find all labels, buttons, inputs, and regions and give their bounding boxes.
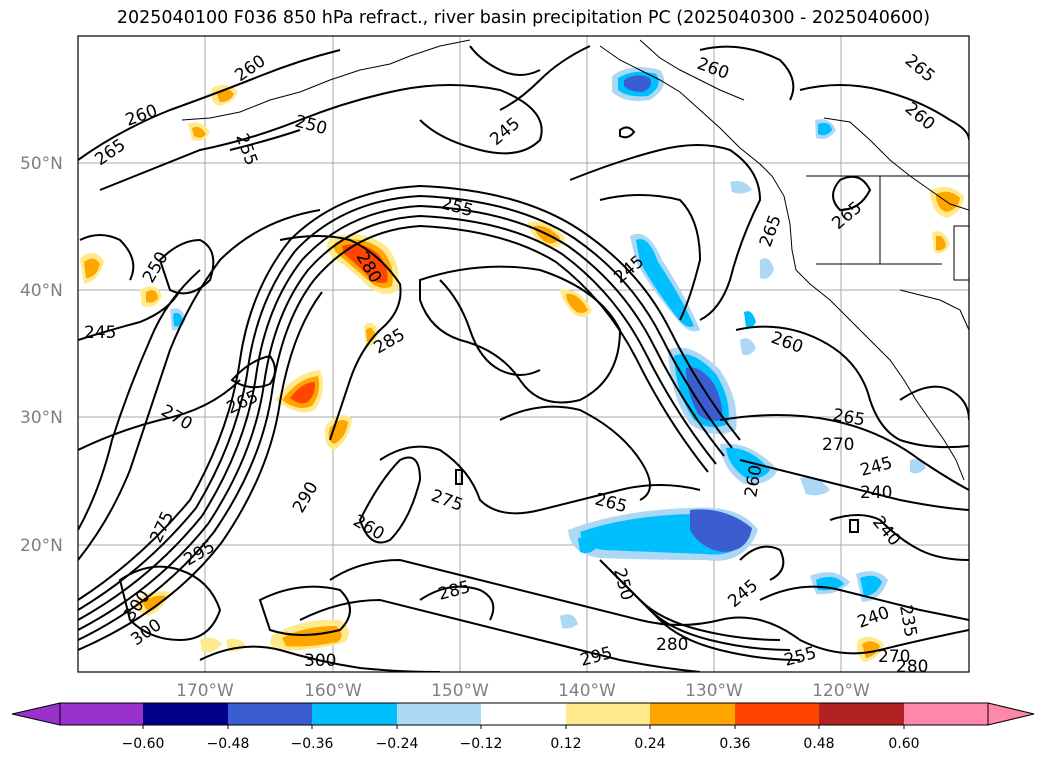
lon-label-160w: 160°W: [304, 681, 362, 701]
contour-label: 280: [656, 635, 688, 655]
contour-label: 270: [822, 435, 854, 455]
contour-label: 245: [84, 323, 116, 343]
colorbar-tick: 0.36: [719, 736, 750, 752]
lon-label-130w: 130°W: [685, 681, 743, 701]
negative-precip-areas: [170, 67, 926, 629]
lon-label-150w: 150°W: [431, 681, 489, 701]
colorbar-extend-high: [987, 702, 1035, 726]
colorbar-tick: 0.48: [803, 736, 834, 752]
lat-label-20: 20°N: [20, 536, 63, 556]
gridlines: [78, 36, 969, 672]
map-background: [78, 36, 969, 672]
contour-label: 280: [896, 657, 928, 677]
lon-label-170w: 170°W: [176, 681, 234, 701]
contour-label: 270: [878, 647, 910, 667]
lat-label-30: 30°N: [20, 408, 63, 428]
colorbar-tick: 0.12: [550, 736, 581, 752]
colorbar-tick: −0.36: [291, 736, 334, 752]
contour-label: 300: [304, 651, 336, 671]
chart-title: 2025040100 F036 850 hPa refract., river …: [116, 8, 931, 28]
lat-label-40: 40°N: [20, 281, 63, 301]
coastlines: [181, 39, 969, 481]
colorbar-tick: −0.12: [460, 736, 503, 752]
colorbar: −0.60 −0.48 −0.36 −0.24 −0.12 0.12 0.24 …: [11, 702, 1035, 752]
longitude-labels: 170°W 160°W 150°W 140°W 130°W 120°W: [176, 681, 870, 701]
refractivity-contours: [78, 45, 969, 672]
colorbar-tick: −0.48: [207, 736, 250, 752]
lon-label-140w: 140°W: [558, 681, 616, 701]
contour-label: 240: [860, 483, 892, 503]
colorbar-tick: 0.60: [888, 736, 919, 752]
colorbar-tick: 0.24: [634, 736, 665, 752]
map-frame: [77, 35, 970, 673]
latitude-labels: 50°N 40°N 30°N 20°N: [20, 154, 63, 556]
colorbar-tick: −0.60: [122, 736, 165, 752]
colorbar-tick: −0.24: [376, 736, 419, 752]
lon-label-120w: 120°W: [812, 681, 870, 701]
lat-label-50: 50°N: [20, 154, 63, 174]
colorbar-extend-low: [11, 702, 61, 726]
